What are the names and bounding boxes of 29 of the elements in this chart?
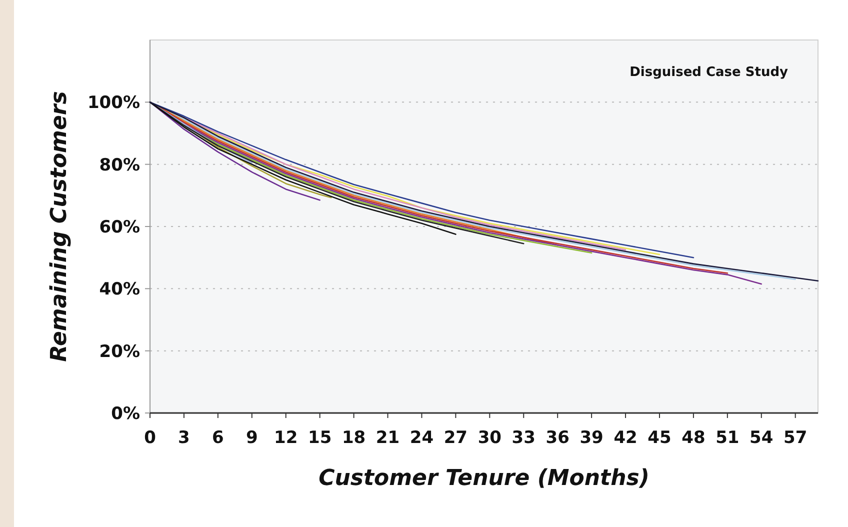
y-axis-title: Remaining Customers bbox=[47, 91, 72, 362]
x-tick-label: 15 bbox=[308, 428, 332, 448]
x-tick-label: 54 bbox=[750, 428, 774, 448]
x-tick-label: 33 bbox=[512, 428, 536, 448]
x-tick-label: 48 bbox=[682, 428, 706, 448]
annotation: Disguised Case Study bbox=[630, 65, 789, 80]
x-axis-title: Customer Tenure (Months) bbox=[318, 466, 650, 491]
y-tick-label: 80% bbox=[99, 155, 140, 176]
x-tick-label: 45 bbox=[648, 428, 672, 448]
x-tick-label: 18 bbox=[342, 428, 366, 448]
x-tick-label: 24 bbox=[410, 428, 434, 448]
x-tick-label: 6 bbox=[212, 428, 224, 448]
y-tick-label: 100% bbox=[87, 93, 140, 114]
x-tick-label: 39 bbox=[580, 428, 604, 448]
x-tick-label: 57 bbox=[784, 428, 808, 448]
x-tick-label: 36 bbox=[546, 428, 570, 448]
y-tick-label: 40% bbox=[99, 280, 140, 300]
x-tick-label: 21 bbox=[376, 428, 400, 448]
x-tick-label: 3 bbox=[178, 428, 190, 448]
x-tick-label: 27 bbox=[444, 428, 468, 448]
x-tick-label: 30 bbox=[478, 428, 502, 448]
y-tick-label: 20% bbox=[99, 342, 140, 362]
x-tick-label: 12 bbox=[274, 428, 298, 448]
x-tick-label: 9 bbox=[246, 428, 258, 448]
x-tick-label: 0 bbox=[144, 428, 156, 448]
x-tick-label: 51 bbox=[716, 428, 740, 448]
y-tick-label: 0% bbox=[111, 404, 140, 424]
x-tick-label: 42 bbox=[614, 428, 638, 448]
y-tick-label: 60% bbox=[99, 217, 140, 238]
